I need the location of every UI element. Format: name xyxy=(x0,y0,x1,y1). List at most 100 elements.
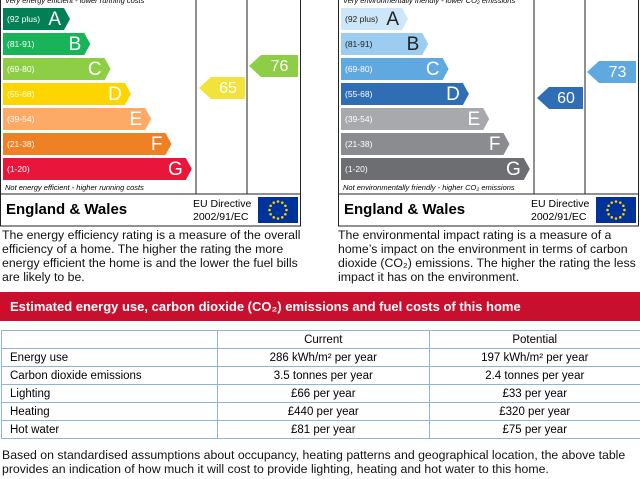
band-range: (81-91) xyxy=(345,39,373,49)
current-value: 65 xyxy=(219,80,237,97)
band-range: (55-68) xyxy=(7,89,35,99)
table-cell: £440 per year xyxy=(217,402,430,421)
table-cell: Carbon dioxide emissions xyxy=(1,366,218,385)
flag-star xyxy=(280,216,284,219)
band-range: (92 plus) xyxy=(345,14,378,24)
header-row: Current Potential xyxy=(1,330,640,349)
band xyxy=(341,83,469,105)
band-range: (1-20) xyxy=(7,164,30,174)
band xyxy=(341,158,530,180)
table-cell: 3.5 tonnes per year xyxy=(217,366,430,385)
flag-star xyxy=(272,201,276,204)
band-range: (81-91) xyxy=(7,39,35,49)
rating-charts: Very energy efficient - lower running co… xyxy=(0,0,639,227)
flag-star xyxy=(280,201,284,204)
table-cell: Heating xyxy=(1,402,218,421)
band-letter: E xyxy=(130,109,143,130)
band-range: (39-54) xyxy=(7,114,35,124)
table-row: Heating £440 per year £320 per year xyxy=(1,402,640,421)
flag-star xyxy=(607,212,610,216)
band xyxy=(3,133,172,155)
chart-frame xyxy=(0,0,301,227)
flag-star xyxy=(284,212,287,216)
band xyxy=(341,8,408,30)
note: Based on standardised assumptions about … xyxy=(2,448,626,476)
costs-table: Current Potential Energy use 286 kWh/m² per… xyxy=(1,330,640,439)
table-cell: 286 kWh/m² per year xyxy=(217,348,430,367)
band-letter: A xyxy=(386,9,399,30)
flag-star xyxy=(610,201,614,204)
band-letter: A xyxy=(48,9,61,30)
flag-star xyxy=(284,204,287,208)
band-letter: G xyxy=(168,159,183,180)
band xyxy=(3,158,192,180)
bottom-note: Not environmentally friendly - higher CO… xyxy=(343,183,515,192)
banner: Estimated energy use, carbon dioxide (CO… xyxy=(0,292,640,321)
flag-star xyxy=(610,216,614,219)
flag-star xyxy=(268,208,271,212)
band xyxy=(341,33,429,55)
environment-description: The environmental impact rating is a mea… xyxy=(338,228,636,284)
band-range: (92 plus) xyxy=(7,14,40,24)
flag-star xyxy=(607,204,610,208)
flag-star xyxy=(269,204,272,208)
flag-star xyxy=(272,216,276,219)
directive: 2002/91/EC xyxy=(531,211,587,223)
band-letter: B xyxy=(69,34,82,55)
band-range: (55-68) xyxy=(345,89,373,99)
bottom-note: Not energy efficient - higher running co… xyxy=(5,183,144,192)
directive: EU Directive xyxy=(531,198,590,210)
energy-description: The energy efficiency rating is a measur… xyxy=(2,228,301,284)
potential-value: 73 xyxy=(609,64,627,81)
band xyxy=(3,108,152,130)
band-letter: G xyxy=(506,159,521,180)
band xyxy=(3,83,131,105)
directive: 2002/91/EC xyxy=(193,211,249,223)
potential-value: 76 xyxy=(271,58,289,75)
potential-arrow xyxy=(249,55,298,77)
rating-chart: Very energy efficient - lower running co… xyxy=(0,0,301,227)
flag-star xyxy=(614,200,618,203)
flag-star xyxy=(269,212,272,216)
band xyxy=(341,133,510,155)
band xyxy=(3,33,91,55)
header-cell: Potential xyxy=(428,330,640,349)
current-arrow xyxy=(199,77,245,99)
top-note: Very environmentally friendly - lower CO… xyxy=(343,0,515,5)
flag-star xyxy=(276,200,280,203)
table-cell: £320 per year xyxy=(428,402,640,421)
band-letter: B xyxy=(407,34,420,55)
region: England & Wales xyxy=(6,201,127,218)
band-letter: D xyxy=(446,84,460,105)
table-cell: £75 per year xyxy=(428,420,640,439)
table-row: Energy use 286 kWh/m² per year 197 kWh/m² … xyxy=(1,348,640,367)
chart-frame xyxy=(338,0,639,227)
band-letter: C xyxy=(426,59,440,80)
table-cell: 2.4 tonnes per year xyxy=(428,366,640,385)
band-range: (69-80) xyxy=(7,64,35,74)
table-row: Carbon dioxide emissions 3.5 tonnes per y… xyxy=(1,366,640,385)
band-range: (21-38) xyxy=(345,139,373,149)
header-cell xyxy=(1,330,218,349)
flag-star xyxy=(622,212,625,216)
current-arrow xyxy=(537,87,583,109)
flag-star xyxy=(618,216,622,219)
flag-star xyxy=(623,208,626,212)
table-cell: £33 per year xyxy=(428,384,640,403)
band-letter: D xyxy=(108,84,122,105)
flag-star xyxy=(622,204,625,208)
flag-star xyxy=(618,201,622,204)
band-letter: F xyxy=(151,134,163,155)
table-cell: Energy use xyxy=(1,348,218,367)
band xyxy=(3,8,70,30)
directive: EU Directive xyxy=(193,198,252,210)
flag-star xyxy=(276,217,280,220)
table-cell: Hot water xyxy=(1,420,218,439)
band-letter: E xyxy=(468,109,481,130)
table-row: Hot water £81 per year £75 per year xyxy=(1,420,640,439)
band-range: (21-38) xyxy=(7,139,35,149)
band-range: (1-20) xyxy=(345,164,368,174)
band-range: (69-80) xyxy=(345,64,373,74)
region: England & Wales xyxy=(344,201,465,218)
